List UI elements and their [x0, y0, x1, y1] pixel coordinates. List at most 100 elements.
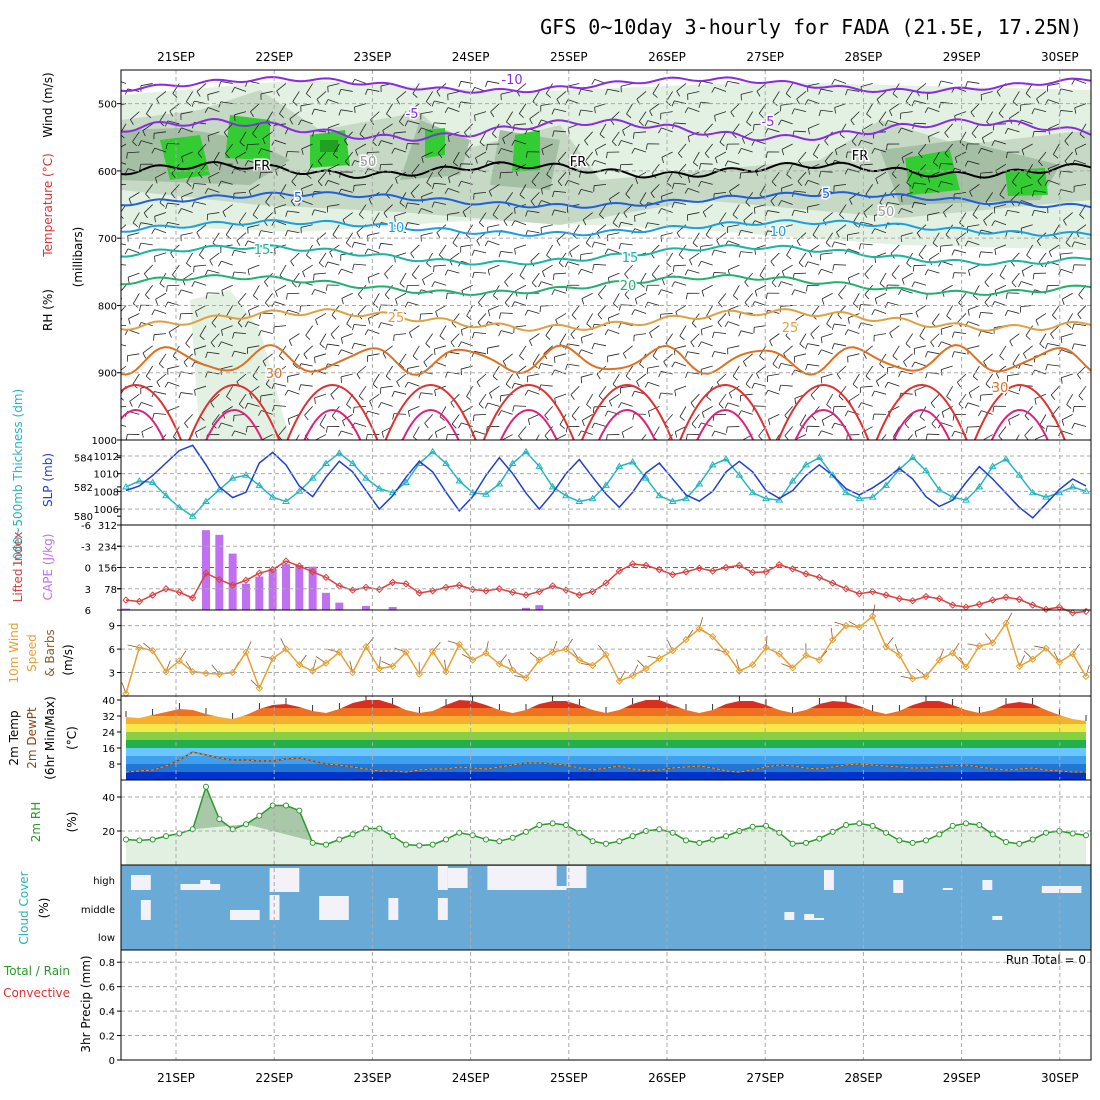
- wind-barb: [608, 272, 620, 279]
- wind-barb: [1037, 171, 1047, 182]
- wind-barb-flag: [151, 147, 155, 154]
- wind-barb: [411, 163, 420, 174]
- wind-barb: [194, 201, 207, 205]
- wind-barb: [121, 344, 127, 347]
- contour-label: 10: [388, 221, 405, 236]
- temp-band: [126, 724, 1086, 732]
- cloud-gap: [942, 888, 953, 890]
- wind-barb-flag: [498, 312, 502, 319]
- slp-line: [125, 444, 1087, 519]
- wind-barb-flag: [218, 341, 222, 348]
- wind-barb-flag: [502, 361, 507, 367]
- wind-barb: [505, 192, 513, 203]
- wind-barb: [986, 111, 994, 123]
- wind-barb: [901, 127, 913, 133]
- wind-barb-flag: [621, 432, 625, 439]
- wind-barb: [931, 414, 940, 425]
- wind-barb-flag: [232, 271, 235, 278]
- wind-barb-flag: [552, 191, 555, 198]
- wind-barb-flag: [871, 228, 876, 235]
- wind-barb: [555, 313, 567, 320]
- wind-barb: [941, 341, 953, 347]
- date-label-top: 28SEP: [845, 50, 883, 64]
- contour-label: FR: [852, 149, 869, 164]
- contour-label: 15: [622, 251, 639, 266]
- date-label-bottom: 26SEP: [648, 1071, 686, 1085]
- wind-barb: [266, 111, 274, 123]
- wind-barb: [727, 402, 740, 407]
- wind-barb: [1050, 385, 1060, 396]
- wind-barb-flag: [434, 349, 436, 356]
- wind-barb-flag: [319, 424, 325, 429]
- wind-barb: [461, 284, 473, 291]
- wind-barb-flag: [759, 355, 765, 361]
- wind-barb: [717, 313, 727, 323]
- wind-barb-flag: [519, 275, 525, 280]
- wind-barb-flag: [511, 220, 516, 227]
- wind-barb-flag: [178, 289, 182, 296]
- wind-barb: [181, 127, 193, 133]
- wind-barb-flag: [250, 111, 254, 117]
- wind-barb: [621, 402, 633, 407]
- wind-barb: [474, 191, 487, 194]
- wind-barb-flag: [432, 122, 435, 129]
- wind-barb-flag: [832, 406, 835, 413]
- wind-barb: [900, 313, 913, 315]
- wind-barb-flag: [592, 406, 595, 413]
- temp-tick: 32: [102, 712, 115, 723]
- wind-barb: [744, 293, 753, 303]
- wind-barb-flag: [1005, 292, 1008, 299]
- wind-barb: [740, 251, 753, 254]
- wind-barb-flag: [972, 375, 978, 381]
- wind-barb-flag: [546, 254, 552, 260]
- wind-barb-flag: [178, 392, 182, 399]
- panel-left-labels: Wind (m/s)Temperature (°C)RH (%)(milliba…: [3, 72, 93, 1052]
- wind-barb: [581, 430, 593, 435]
- wind-barb-flag: [514, 207, 516, 214]
- wind-barb: [567, 180, 580, 185]
- cloud-gap: [814, 918, 824, 920]
- thickness-point: [1002, 455, 1010, 462]
- wind-barb-flag: [539, 306, 542, 313]
- wind-barb: [874, 228, 887, 234]
- wind-speed-point: [455, 640, 464, 649]
- wind-barb-flag: [844, 168, 849, 175]
- wind-speed-point: [682, 636, 690, 644]
- wind-barb-flag: [874, 256, 877, 264]
- wind-barb: [474, 271, 487, 274]
- thickness-point: [588, 494, 597, 502]
- wind-barb: [132, 293, 140, 304]
- pressure-tick: 500: [98, 100, 117, 111]
- wind-barb-flag: [639, 283, 645, 288]
- wind-barb: [1047, 364, 1060, 367]
- wind-barb-flag: [1060, 377, 1063, 384]
- wind-barb: [1062, 292, 1073, 300]
- wind10-label-c: & Barbs: [43, 629, 57, 677]
- temp-contour-minus10: [121, 76, 1091, 94]
- wind-barb: [434, 201, 447, 205]
- wind-barb-flag: [274, 208, 276, 215]
- wind-barb-flag: [231, 250, 235, 256]
- wind10-label-b: Speed: [25, 634, 39, 672]
- wind-barb-flag: [301, 148, 304, 155]
- rh-2m-point: [416, 842, 423, 849]
- wind-barb-flag: [551, 209, 555, 216]
- cape-tick: 156: [98, 564, 117, 575]
- wind-barb-flag: [580, 337, 583, 344]
- wind-barb-flag: [884, 382, 889, 388]
- wind-barb-flag: [299, 305, 302, 312]
- wind-barb: [1026, 244, 1034, 256]
- wind-barb: [582, 212, 593, 221]
- wind-barb-flag: [248, 310, 251, 317]
- wind-barb: [194, 385, 207, 391]
- wind-barb-flag: [924, 107, 929, 114]
- wind-barb: [1007, 128, 1020, 133]
- wind-barb: [142, 345, 153, 354]
- wind-barb-flag: [1074, 149, 1078, 156]
- wind-barb-flag: [460, 369, 462, 376]
- wind-barb: [380, 322, 393, 327]
- wind-barb-flag: [753, 124, 755, 131]
- wind-barb-flag: [498, 410, 502, 416]
- wind-barb: [477, 293, 487, 303]
- chart-title: GFS 0~10day 3-hourly for FADA (21.5E, 17…: [540, 15, 1082, 39]
